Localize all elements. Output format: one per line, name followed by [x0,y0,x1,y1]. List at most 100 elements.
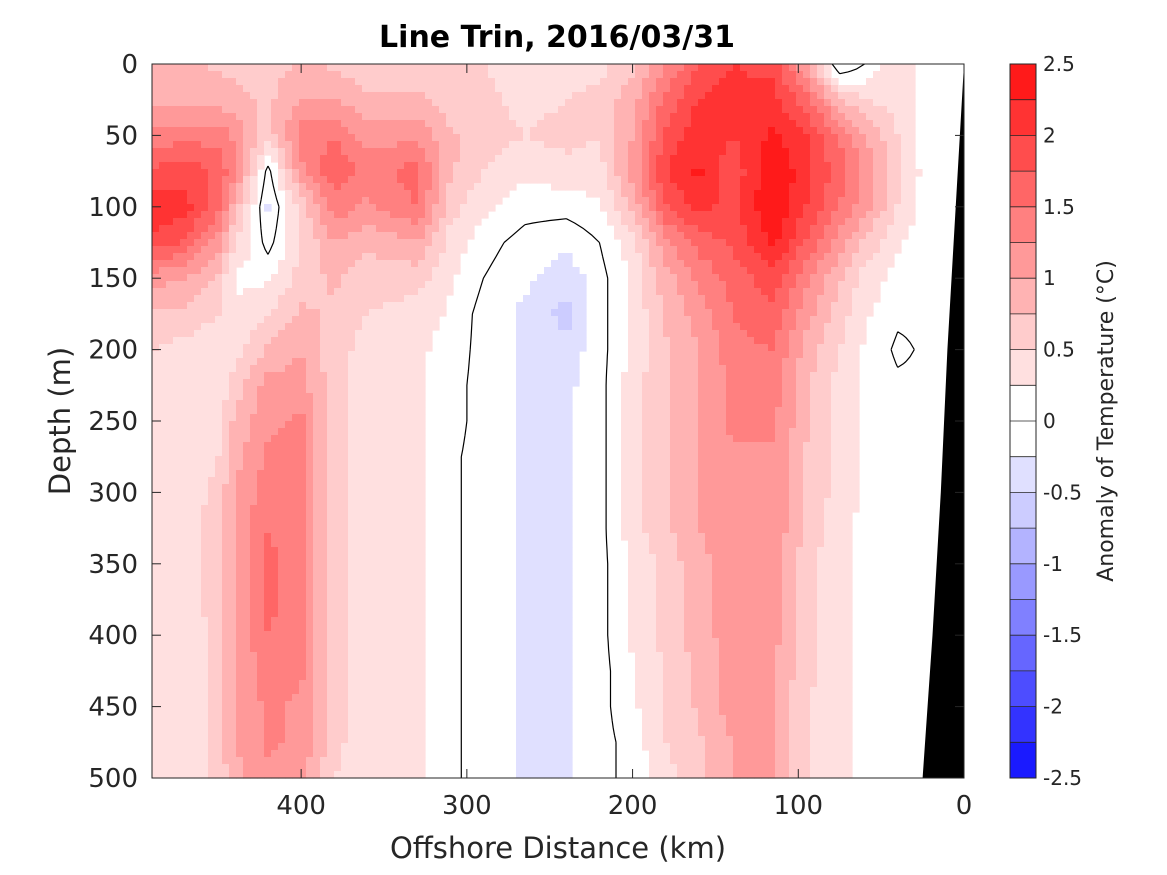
field-cell [208,715,216,723]
field-cell [551,659,559,667]
field-cell [159,64,167,72]
field-cell [397,358,405,366]
field-cell [418,127,426,135]
field-cell [404,673,412,681]
field-cell [243,400,251,408]
field-cell [390,750,398,758]
field-cell [418,358,426,366]
field-cell [544,120,552,128]
field-cell [306,498,314,506]
field-cell [264,582,272,590]
field-cell [215,337,223,345]
field-cell [180,729,188,737]
field-cell [292,673,300,681]
field-cell [348,141,356,149]
field-cell [397,484,405,492]
field-cell [488,120,496,128]
field-cell [558,365,566,373]
field-cell [565,533,573,541]
field-cell [166,400,174,408]
field-cell [152,148,160,156]
field-cell [208,729,216,737]
field-cell [320,141,328,149]
field-cell [173,99,181,107]
field-cell [306,309,314,317]
field-cell [152,694,160,702]
field-cell [194,232,202,240]
field-cell [432,176,440,184]
field-cell [243,463,251,471]
field-cell [159,400,167,408]
field-cell [313,155,321,163]
field-cell [341,386,349,394]
field-cell [215,316,223,324]
field-cell [271,561,279,569]
field-cell [530,323,538,331]
field-cell [362,351,370,359]
field-cell [320,162,328,170]
field-cell [516,631,524,639]
field-cell [285,645,293,653]
field-cell [278,442,286,450]
field-cell [523,169,531,177]
field-cell [299,568,307,576]
field-cell [348,288,356,296]
field-cell [271,477,279,485]
field-cell [530,127,538,135]
field-cell [348,337,356,345]
field-cell [551,470,559,478]
field-cell [474,141,482,149]
field-cell [229,379,237,387]
field-cell [208,526,216,534]
field-cell [467,120,475,128]
field-cell [236,470,244,478]
field-cell [271,512,279,520]
field-cell [166,253,174,261]
field-cell [194,729,202,737]
field-cell [278,71,286,79]
field-cell [173,764,181,772]
field-cell [334,491,342,499]
field-cell [187,449,195,457]
field-cell [341,365,349,373]
field-cell [460,99,468,107]
field-cell [152,351,160,359]
field-cell [362,183,370,191]
field-cell [166,337,174,345]
field-cell [194,687,202,695]
field-cell [250,582,258,590]
field-cell [341,666,349,674]
field-cell [355,687,363,695]
field-cell [257,610,265,618]
field-cell [152,701,160,709]
field-cell [229,330,237,338]
field-cell [404,771,412,779]
field-cell [271,449,279,457]
field-cell [404,155,412,163]
field-cell [418,652,426,660]
field-cell [362,743,370,751]
field-cell [516,715,524,723]
field-cell [201,484,209,492]
field-cell [166,64,174,72]
field-cell [173,708,181,716]
field-cell [278,134,286,142]
field-cell [243,582,251,590]
field-cell [390,666,398,674]
field-cell [243,225,251,233]
field-cell [236,498,244,506]
field-cell [544,631,552,639]
field-cell [159,722,167,730]
field-cell [243,512,251,520]
field-cell [271,316,279,324]
field-cell [432,162,440,170]
field-cell [222,743,230,751]
field-cell [530,470,538,478]
field-cell [285,78,293,86]
field-cell [215,624,223,632]
field-cell [537,463,545,471]
field-cell [250,127,258,135]
field-cell [404,267,412,275]
field-cell [418,708,426,716]
field-cell [411,183,419,191]
